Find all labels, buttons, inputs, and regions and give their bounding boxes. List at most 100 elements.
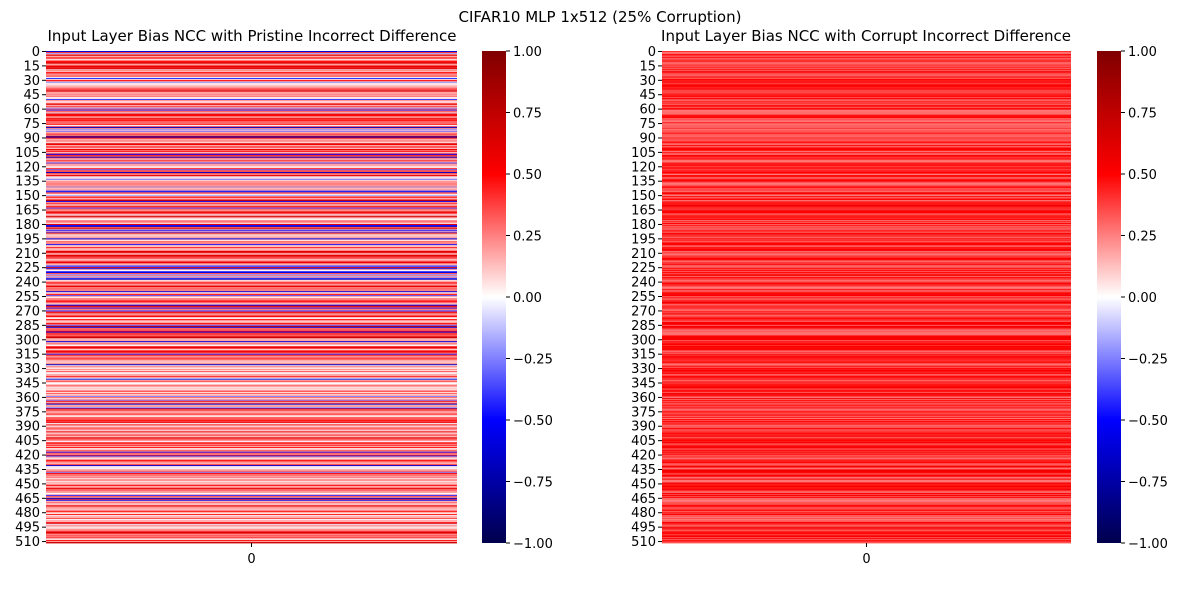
heatmap-cell bbox=[46, 486, 457, 488]
y-tick-label: 285 bbox=[631, 319, 656, 334]
heatmap-cell bbox=[46, 309, 457, 311]
heatmap-cell bbox=[662, 484, 1071, 486]
heatmap-cell bbox=[662, 215, 1071, 217]
heatmap-cell bbox=[46, 188, 457, 190]
colorbar-tick-label: 0.25 bbox=[513, 230, 542, 245]
heatmap-cell bbox=[662, 168, 1071, 170]
heatmap-cell bbox=[46, 355, 457, 357]
heatmap-cell bbox=[46, 261, 457, 263]
heatmap-cell bbox=[46, 216, 457, 218]
heatmap-cell bbox=[46, 399, 457, 402]
heatmap-cell bbox=[46, 333, 457, 335]
heatmap-cell bbox=[46, 532, 457, 534]
heatmap-cell bbox=[46, 231, 457, 234]
heatmap-cell bbox=[662, 217, 1071, 219]
colorbar-tick-label: 0.00 bbox=[513, 291, 542, 306]
heatmap-cell bbox=[662, 476, 1071, 479]
y-tick-label: 45 bbox=[639, 88, 656, 103]
heatmap-cell bbox=[46, 203, 457, 206]
heatmap-cell bbox=[662, 468, 1071, 470]
y-tick-label: 60 bbox=[23, 103, 40, 118]
heatmap-cell bbox=[662, 345, 1071, 347]
y-tick-label: 30 bbox=[23, 74, 40, 89]
heatmap-cell bbox=[46, 248, 457, 251]
heatmap-cell bbox=[46, 257, 457, 259]
heatmap-cell bbox=[662, 421, 1071, 424]
heatmap-cell bbox=[46, 520, 457, 523]
heatmap-cell bbox=[662, 178, 1071, 181]
heatmap-cell bbox=[46, 80, 457, 83]
heatmap-cell bbox=[46, 406, 457, 408]
heatmap-cell bbox=[662, 146, 1071, 148]
heatmap-cell bbox=[662, 416, 1071, 418]
heatmap-cell bbox=[46, 268, 457, 270]
heatmap-cell bbox=[46, 101, 457, 104]
heatmap-cell bbox=[662, 419, 1071, 421]
heatmap-cell bbox=[662, 530, 1071, 532]
heatmap-cell bbox=[662, 330, 1071, 332]
heatmap-cell bbox=[46, 211, 457, 213]
heatmap-cell bbox=[46, 272, 457, 275]
heatmap-cell bbox=[662, 149, 1071, 151]
heatmap-cell bbox=[662, 393, 1071, 395]
y-tick-label: 60 bbox=[639, 103, 656, 118]
heatmap-cell bbox=[46, 329, 457, 332]
heatmap-cell bbox=[46, 200, 457, 203]
heatmap-cell bbox=[46, 131, 457, 134]
heatmap-cell bbox=[46, 521, 457, 524]
heatmap-cell bbox=[46, 394, 457, 396]
heatmap-cell bbox=[662, 395, 1071, 397]
colorbar-tick-label: 1.00 bbox=[1128, 45, 1157, 60]
y-tick-label: 420 bbox=[15, 449, 40, 464]
heatmap-cell bbox=[46, 222, 457, 224]
heatmap-cell bbox=[662, 377, 1071, 380]
heatmap-cell bbox=[662, 333, 1071, 335]
heatmap-cell bbox=[46, 331, 457, 333]
heatmap-cell bbox=[46, 498, 457, 501]
heatmap-cell bbox=[46, 218, 457, 220]
heatmap-cell bbox=[662, 117, 1071, 119]
heatmap-cell bbox=[662, 314, 1071, 316]
heatmap-cell bbox=[662, 444, 1071, 446]
heatmap-cell bbox=[662, 100, 1071, 103]
heatmap-cell bbox=[46, 123, 457, 125]
heatmap-cell bbox=[46, 97, 457, 99]
heatmap-cell bbox=[662, 120, 1071, 122]
heatmap-cell bbox=[46, 395, 457, 397]
heatmap-cell bbox=[46, 306, 457, 308]
heatmap-cell bbox=[662, 503, 1071, 505]
heatmap-cell bbox=[46, 308, 457, 310]
heatmap-cell bbox=[662, 420, 1071, 422]
heatmap-cell bbox=[46, 275, 457, 278]
heatmap-cell bbox=[662, 207, 1071, 209]
heatmap-cell bbox=[662, 452, 1071, 455]
y-tick-label: 90 bbox=[23, 131, 40, 146]
heatmap-cell bbox=[46, 519, 457, 522]
heatmap-cell bbox=[46, 446, 457, 449]
heatmap-cell bbox=[46, 287, 457, 289]
heatmap-cell bbox=[46, 470, 457, 473]
heatmap-cell bbox=[662, 191, 1071, 193]
y-tick-label: 30 bbox=[639, 74, 656, 89]
heatmap-cell bbox=[46, 402, 457, 405]
heatmap-cell bbox=[46, 337, 457, 339]
heatmap-cell bbox=[46, 335, 457, 337]
heatmap-cell bbox=[662, 78, 1071, 81]
heatmap-cell bbox=[46, 139, 457, 141]
heatmap-cell bbox=[46, 284, 457, 286]
heatmap-cell bbox=[662, 275, 1071, 278]
heatmap-cell bbox=[662, 400, 1071, 403]
heatmap-cell bbox=[46, 538, 457, 540]
heatmap-cell bbox=[662, 282, 1071, 284]
heatmap-cell bbox=[662, 160, 1071, 162]
y-tick-label: 135 bbox=[15, 175, 40, 190]
heatmap-cell bbox=[662, 223, 1071, 226]
heatmap-cell bbox=[46, 132, 457, 135]
heatmap-cell bbox=[662, 435, 1071, 437]
heatmap-cell bbox=[662, 353, 1071, 356]
heatmap-cell bbox=[662, 408, 1071, 410]
heatmap-cell bbox=[662, 504, 1071, 506]
heatmap-cell bbox=[46, 414, 457, 416]
y-tick-label: 420 bbox=[631, 449, 656, 464]
heatmap-cell bbox=[46, 296, 457, 298]
